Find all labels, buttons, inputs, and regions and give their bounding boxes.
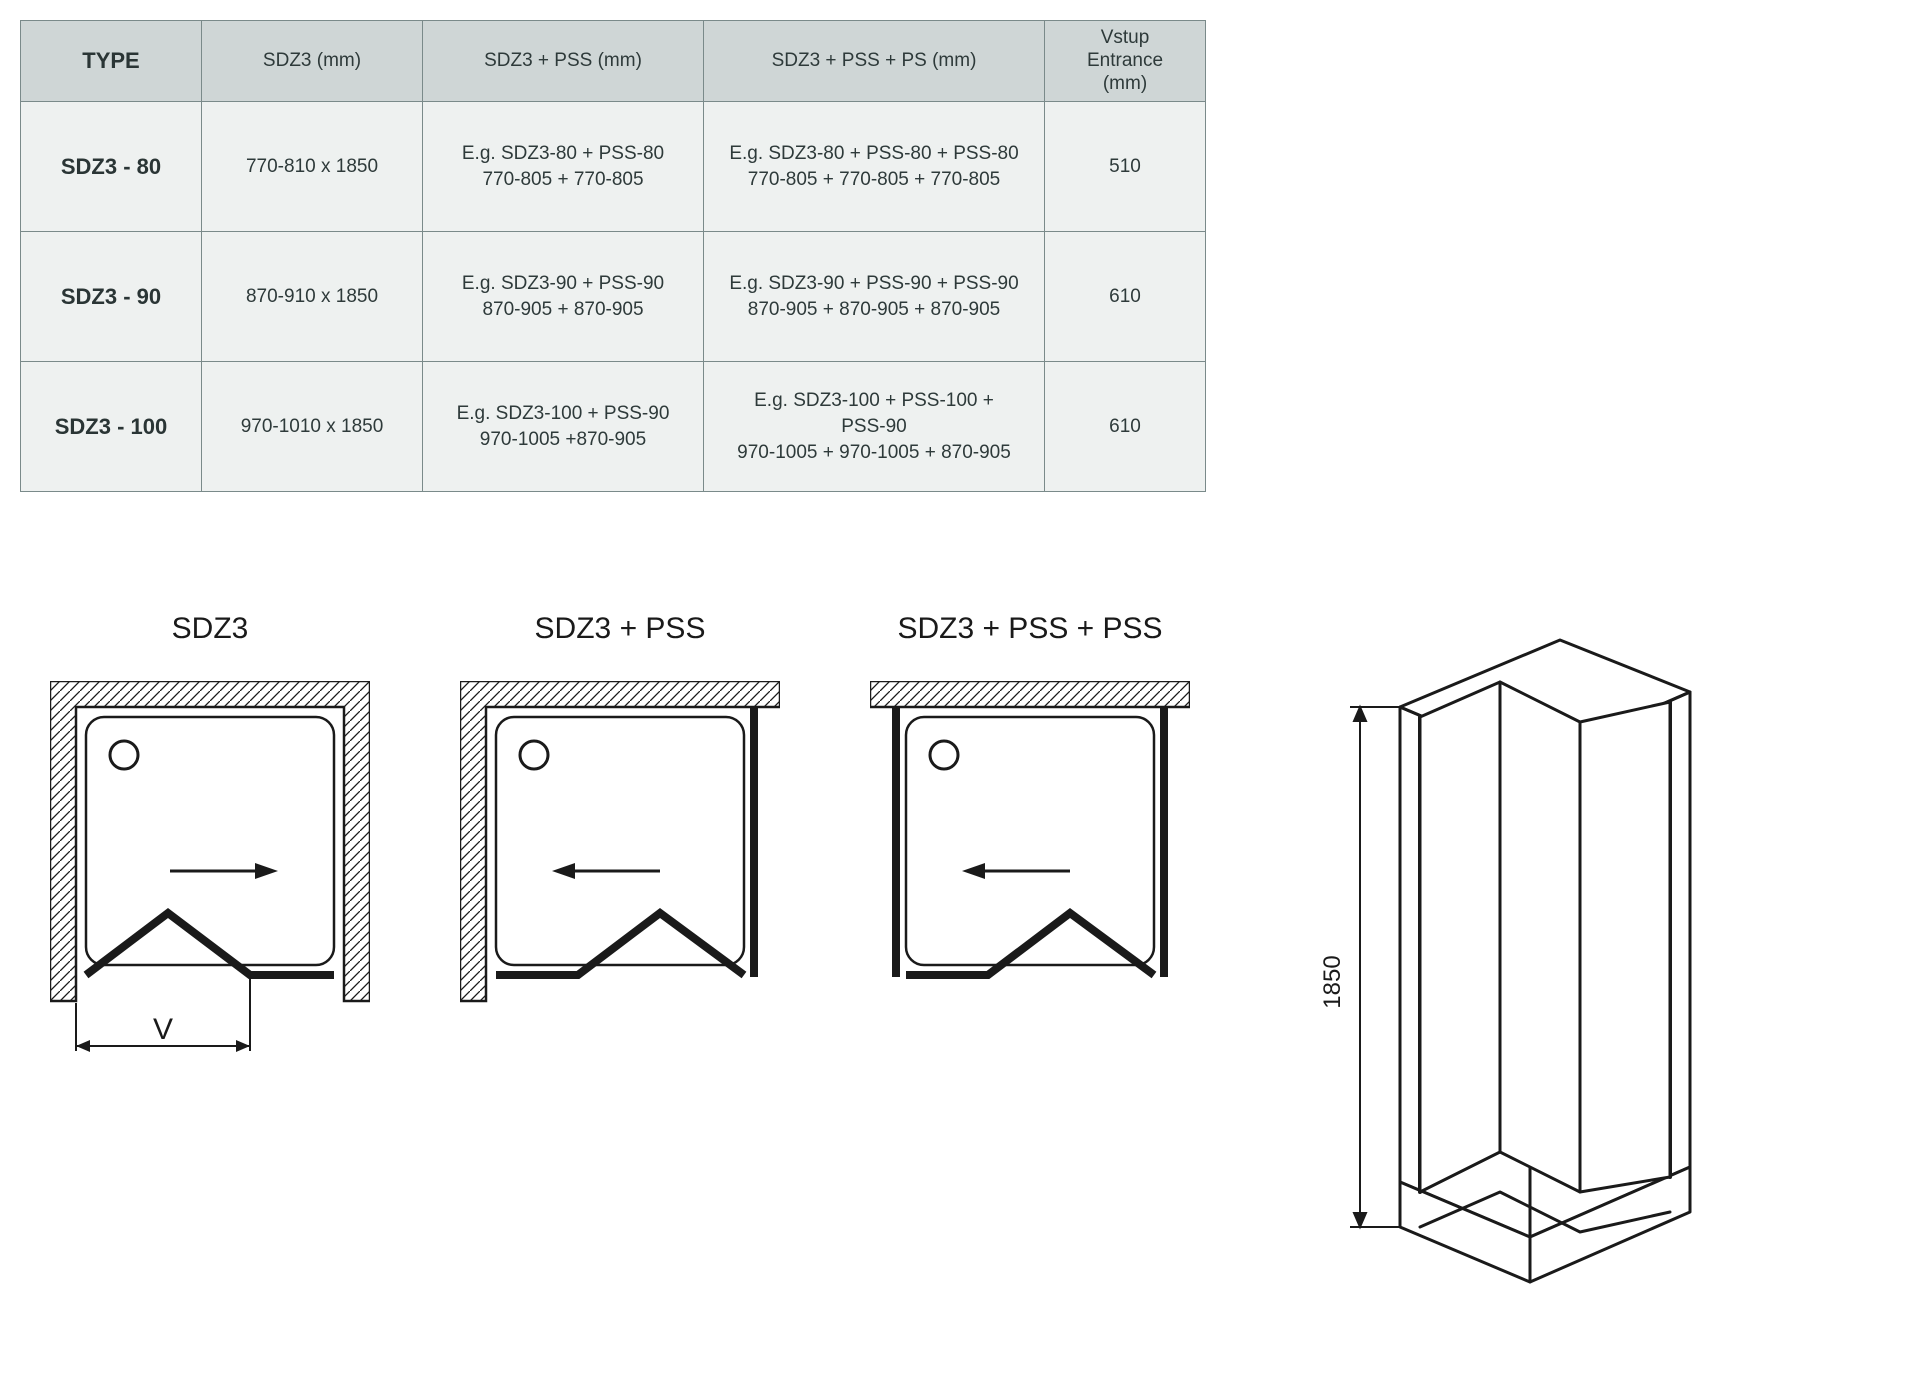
plan-label-sdz3: SDZ3: [50, 612, 370, 646]
shower-tray: [906, 717, 1154, 965]
header-sdz3-pss: SDZ3 + PSS (mm): [423, 21, 704, 102]
arrow-head-icon: [962, 863, 985, 879]
cell-sdz3: 970-1010 x 1850: [202, 362, 423, 492]
cell-type: SDZ3 - 90: [21, 232, 202, 362]
header-entrance-line2: Entrance: [1087, 50, 1163, 71]
arrow-head-icon: [552, 863, 575, 879]
cell-sdz3-pss-ps: E.g. SDZ3-80 + PSS-80 + PSS-80 770-805 +…: [704, 102, 1045, 232]
line: E.g. SDZ3-80 + PSS-80: [462, 143, 664, 164]
wall-hatch: [870, 681, 1190, 707]
v-label: V: [153, 1013, 173, 1046]
wall-hatch: [50, 681, 370, 1001]
line: E.g. SDZ3-100 + PSS-90: [457, 403, 670, 424]
wall-hatch: [460, 681, 780, 1001]
isometric-view: 1850: [1270, 612, 1740, 1337]
cell-entrance: 610: [1045, 232, 1206, 362]
plan-view-group: SDZ3: [20, 612, 1190, 1096]
cell-sdz3: 870-910 x 1850: [202, 232, 423, 362]
header-type: TYPE: [21, 21, 202, 102]
iso-door-panel-2: [1500, 682, 1580, 1192]
diagram-row: SDZ3: [20, 612, 1900, 1337]
plan-sdz3-svg: V: [50, 681, 370, 1091]
cell-entrance: 510: [1045, 102, 1206, 232]
header-sdz3-pss-ps: SDZ3 + PSS + PS (mm): [704, 21, 1045, 102]
cell-sdz3-pss: E.g. SDZ3-90 + PSS-90 870-905 + 870-905: [423, 232, 704, 362]
header-sdz3: SDZ3 (mm): [202, 21, 423, 102]
header-entrance: Vstup Entrance (mm): [1045, 21, 1206, 102]
line: E.g. SDZ3-90 + PSS-90 + PSS-90: [729, 273, 1018, 294]
drain-icon: [520, 741, 548, 769]
cell-sdz3-pss: E.g. SDZ3-80 + PSS-80 770-805 + 770-805: [423, 102, 704, 232]
line: E.g. SDZ3-90 + PSS-90: [462, 273, 664, 294]
line: 970-1005 +870-905: [480, 429, 646, 450]
line: 970-1005 + 970-1005 + 870-905: [737, 442, 1011, 463]
header-entrance-line1: Vstup: [1101, 27, 1150, 48]
plan-sdz3-pss-pss: SDZ3 + PSS + PSS: [870, 612, 1190, 1096]
cell-entrance: 610: [1045, 362, 1206, 492]
table-header-row: TYPE SDZ3 (mm) SDZ3 + PSS (mm) SDZ3 + PS…: [21, 21, 1206, 102]
line: E.g. SDZ3-80 + PSS-80 + PSS-80: [729, 143, 1018, 164]
isometric-svg: 1850: [1270, 612, 1740, 1332]
cell-type: SDZ3 - 100: [21, 362, 202, 492]
plan-label-sdz3-pss: SDZ3 + PSS: [460, 612, 780, 646]
line: PSS-90: [841, 416, 906, 437]
plan-label-sdz3-pss-pss: SDZ3 + PSS + PSS: [870, 612, 1190, 646]
line: 770-805 + 770-805 + 770-805: [748, 169, 1001, 190]
header-entrance-line3: (mm): [1103, 73, 1147, 94]
plan-sdz3-pss-svg: [460, 681, 780, 1041]
shower-tray: [496, 717, 744, 965]
iso-door-panel-1: [1420, 682, 1500, 1192]
table-row: SDZ3 - 90 870-910 x 1850 E.g. SDZ3-90 + …: [21, 232, 1206, 362]
cell-sdz3-pss-ps: E.g. SDZ3-100 + PSS-100 + PSS-90 970-100…: [704, 362, 1045, 492]
cell-sdz3: 770-810 x 1850: [202, 102, 423, 232]
height-label: 1850: [1319, 956, 1346, 1009]
plan-sdz3: SDZ3: [50, 612, 370, 1096]
table-row: SDZ3 - 80 770-810 x 1850 E.g. SDZ3-80 + …: [21, 102, 1206, 232]
table-row: SDZ3 - 100 970-1010 x 1850 E.g. SDZ3-100…: [21, 362, 1206, 492]
shower-tray: [86, 717, 334, 965]
line: E.g. SDZ3-100 + PSS-100 +: [754, 390, 994, 411]
arrow-head-icon: [255, 863, 278, 879]
iso-door-panel-3: [1580, 702, 1670, 1192]
drain-icon: [110, 741, 138, 769]
table-body: SDZ3 - 80 770-810 x 1850 E.g. SDZ3-80 + …: [21, 102, 1206, 492]
drain-icon: [930, 741, 958, 769]
plan-sdz3-pss-pss-svg: [870, 681, 1190, 1041]
specification-table: TYPE SDZ3 (mm) SDZ3 + PSS (mm) SDZ3 + PS…: [20, 20, 1206, 492]
cell-sdz3-pss: E.g. SDZ3-100 + PSS-90 970-1005 +870-905: [423, 362, 704, 492]
line: 870-905 + 870-905: [482, 299, 643, 320]
line: 770-805 + 770-805: [482, 169, 643, 190]
cell-sdz3-pss-ps: E.g. SDZ3-90 + PSS-90 + PSS-90 870-905 +…: [704, 232, 1045, 362]
plan-sdz3-pss: SDZ3 + PSS: [460, 612, 780, 1096]
cell-type: SDZ3 - 80: [21, 102, 202, 232]
line: 870-905 + 870-905 + 870-905: [748, 299, 1001, 320]
